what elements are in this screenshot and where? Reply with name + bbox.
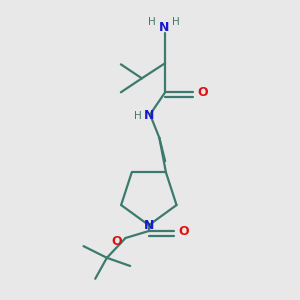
Text: O: O — [178, 224, 189, 238]
Text: N: N — [144, 109, 154, 122]
Text: H: H — [148, 17, 156, 27]
Text: H: H — [172, 17, 179, 27]
Text: H: H — [134, 111, 142, 121]
Text: N: N — [159, 20, 169, 34]
Text: O: O — [111, 235, 122, 248]
Text: N: N — [144, 219, 154, 232]
Text: O: O — [197, 86, 208, 99]
